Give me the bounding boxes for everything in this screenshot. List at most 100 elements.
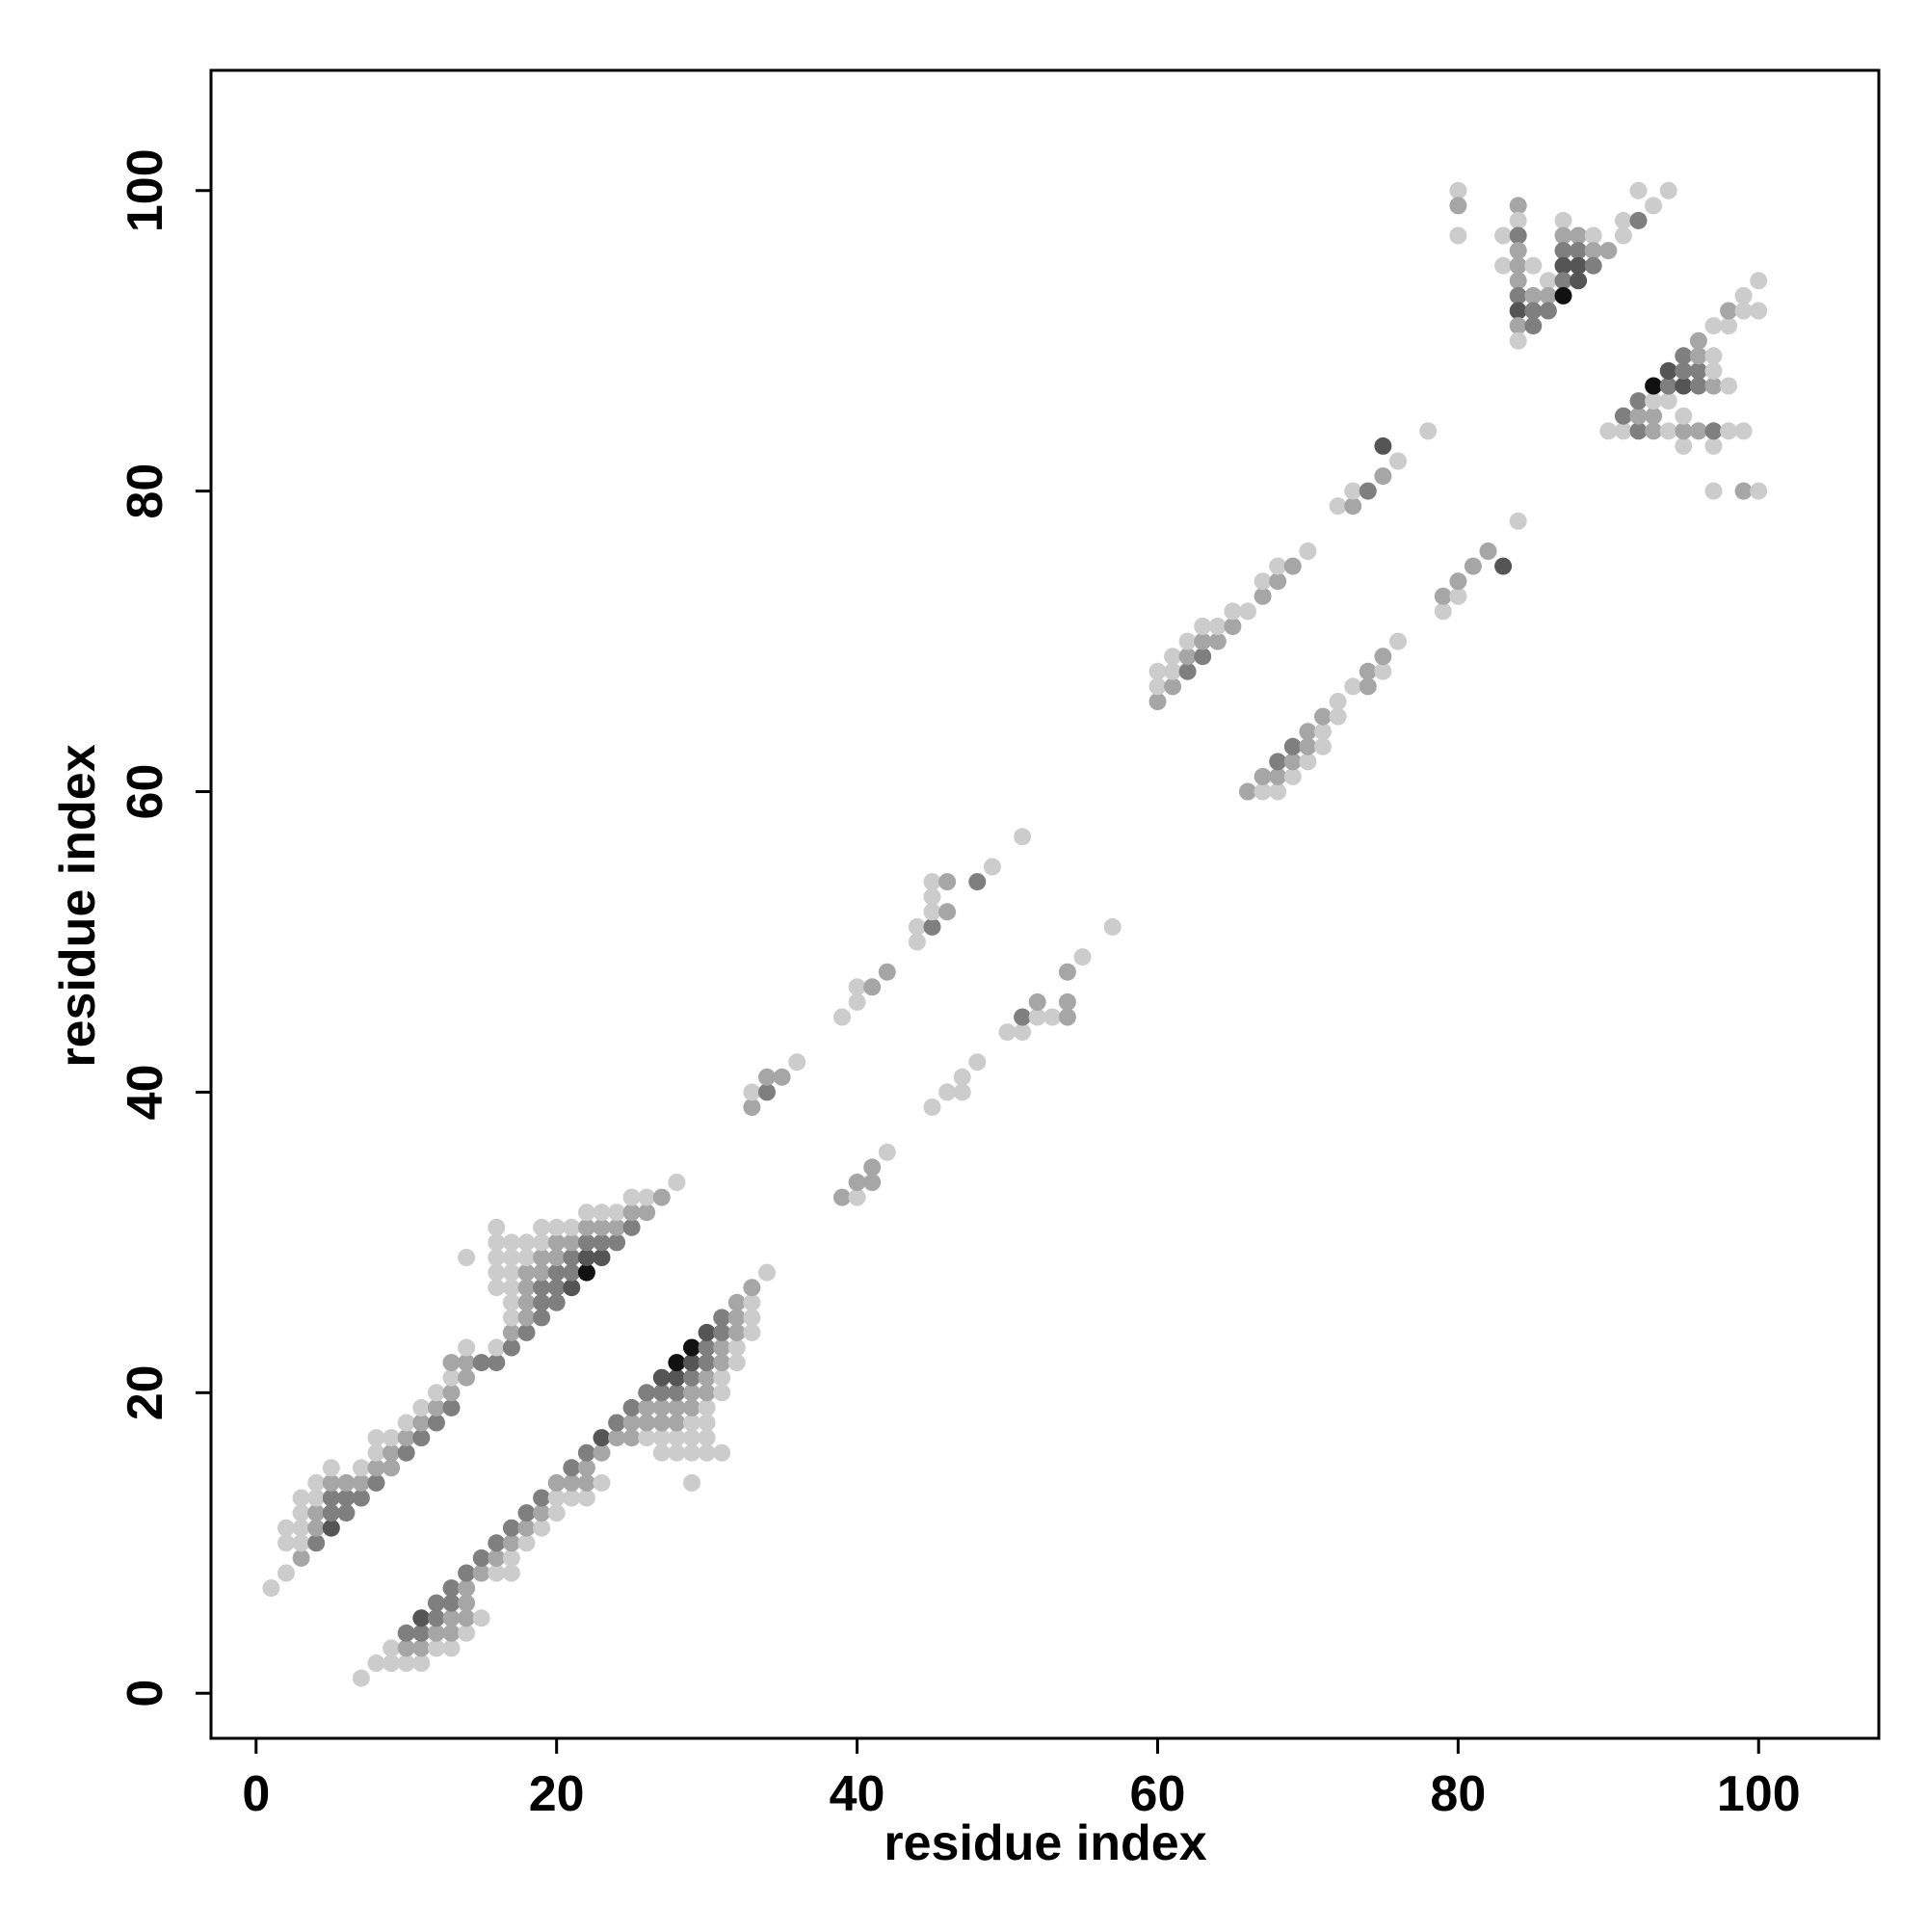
contact-point xyxy=(563,1279,581,1297)
contact-point xyxy=(292,1504,310,1522)
contact-point xyxy=(923,917,941,936)
contact-point xyxy=(622,1429,641,1447)
contact-point xyxy=(502,1534,520,1552)
contact-point xyxy=(698,1354,716,1372)
contact-point xyxy=(698,1368,716,1387)
contact-point xyxy=(502,1263,520,1282)
contact-point xyxy=(577,1459,595,1477)
contact-point xyxy=(652,1443,671,1462)
contact-point xyxy=(833,1188,851,1206)
contact-point xyxy=(533,1309,551,1327)
contact-point xyxy=(367,1654,385,1672)
contact-point xyxy=(1629,392,1648,410)
contact-point xyxy=(593,1473,611,1492)
contact-point xyxy=(1073,948,1092,966)
contact-point xyxy=(1329,693,1347,710)
contact-point xyxy=(1554,286,1572,304)
contact-point xyxy=(1675,347,1693,365)
contact-point xyxy=(668,1398,686,1416)
contact-point xyxy=(1479,543,1497,560)
contact-point xyxy=(517,1279,536,1297)
contact-point xyxy=(668,1368,686,1387)
contact-point xyxy=(397,1414,415,1432)
contact-point xyxy=(1283,753,1302,771)
contact-point xyxy=(577,1249,595,1266)
contact-point xyxy=(938,903,957,921)
contact-point xyxy=(337,1473,356,1492)
contact-point xyxy=(1614,226,1632,245)
contact-point xyxy=(1148,693,1167,710)
contact-point xyxy=(1269,557,1287,575)
contact-point xyxy=(1704,347,1723,365)
contact-point xyxy=(1208,618,1227,635)
contact-point xyxy=(1449,587,1467,605)
contact-point xyxy=(502,1309,520,1327)
contact-point xyxy=(1344,677,1362,696)
contact-point xyxy=(547,1504,566,1522)
contact-point xyxy=(683,1429,700,1447)
contact-point xyxy=(577,1473,595,1492)
contact-point xyxy=(683,1443,700,1462)
contact-point xyxy=(698,1443,716,1462)
x-tick-label: 80 xyxy=(1430,1766,1486,1822)
contact-point xyxy=(1645,197,1663,215)
contact-point xyxy=(1239,782,1256,801)
contact-point xyxy=(533,1489,551,1507)
contact-point xyxy=(1314,707,1332,726)
contact-point xyxy=(1043,1008,1062,1026)
contact-point xyxy=(1645,392,1663,410)
contact-point xyxy=(1704,482,1723,500)
contact-point xyxy=(1689,361,1707,380)
contact-point xyxy=(683,1414,700,1432)
contact-point xyxy=(517,1233,536,1252)
contact-point xyxy=(577,1218,595,1236)
contact-point xyxy=(1389,632,1407,650)
contact-point xyxy=(1750,482,1768,500)
contact-point xyxy=(608,1204,626,1222)
contact-point xyxy=(322,1459,340,1477)
contact-point xyxy=(517,1263,536,1282)
contact-point xyxy=(563,1473,581,1492)
contact-point xyxy=(593,1443,611,1462)
contact-point xyxy=(383,1639,401,1657)
contact-point xyxy=(563,1489,581,1507)
contact-point xyxy=(1494,557,1513,575)
contact-point xyxy=(472,1564,490,1582)
contact-point xyxy=(292,1519,310,1537)
contact-point xyxy=(1570,272,1588,290)
contact-point xyxy=(1509,317,1527,335)
contact-point xyxy=(698,1384,716,1402)
contact-point xyxy=(727,1338,746,1357)
contact-point xyxy=(547,1263,566,1282)
contact-point xyxy=(488,1534,506,1552)
contact-point xyxy=(1164,662,1182,680)
contact-point xyxy=(743,1309,761,1327)
contact-point xyxy=(1509,211,1527,229)
contact-point xyxy=(458,1338,476,1357)
contact-point xyxy=(1524,302,1543,320)
contact-point xyxy=(547,1279,566,1297)
contact-point xyxy=(533,1263,551,1282)
contact-point xyxy=(1689,422,1707,440)
contact-point xyxy=(442,1579,461,1598)
contact-point xyxy=(863,978,882,996)
contact-point xyxy=(488,1233,506,1252)
contact-point xyxy=(502,1338,520,1357)
contact-point xyxy=(1554,226,1572,245)
contact-point xyxy=(277,1564,295,1582)
contact-point xyxy=(1359,662,1377,680)
contact-point xyxy=(1164,677,1182,696)
contact-point xyxy=(383,1654,401,1672)
contact-point xyxy=(1689,331,1707,350)
contact-point xyxy=(1194,632,1212,650)
contact-point xyxy=(908,917,926,936)
contact-point xyxy=(713,1384,731,1402)
contact-point xyxy=(547,1489,566,1507)
x-tick-label: 60 xyxy=(1130,1766,1186,1822)
contact-point xyxy=(743,1083,761,1101)
contact-point xyxy=(1269,767,1287,785)
contact-point xyxy=(292,1534,310,1552)
contact-point xyxy=(412,1639,431,1657)
contact-point xyxy=(773,1068,791,1086)
contact-point xyxy=(638,1188,656,1206)
